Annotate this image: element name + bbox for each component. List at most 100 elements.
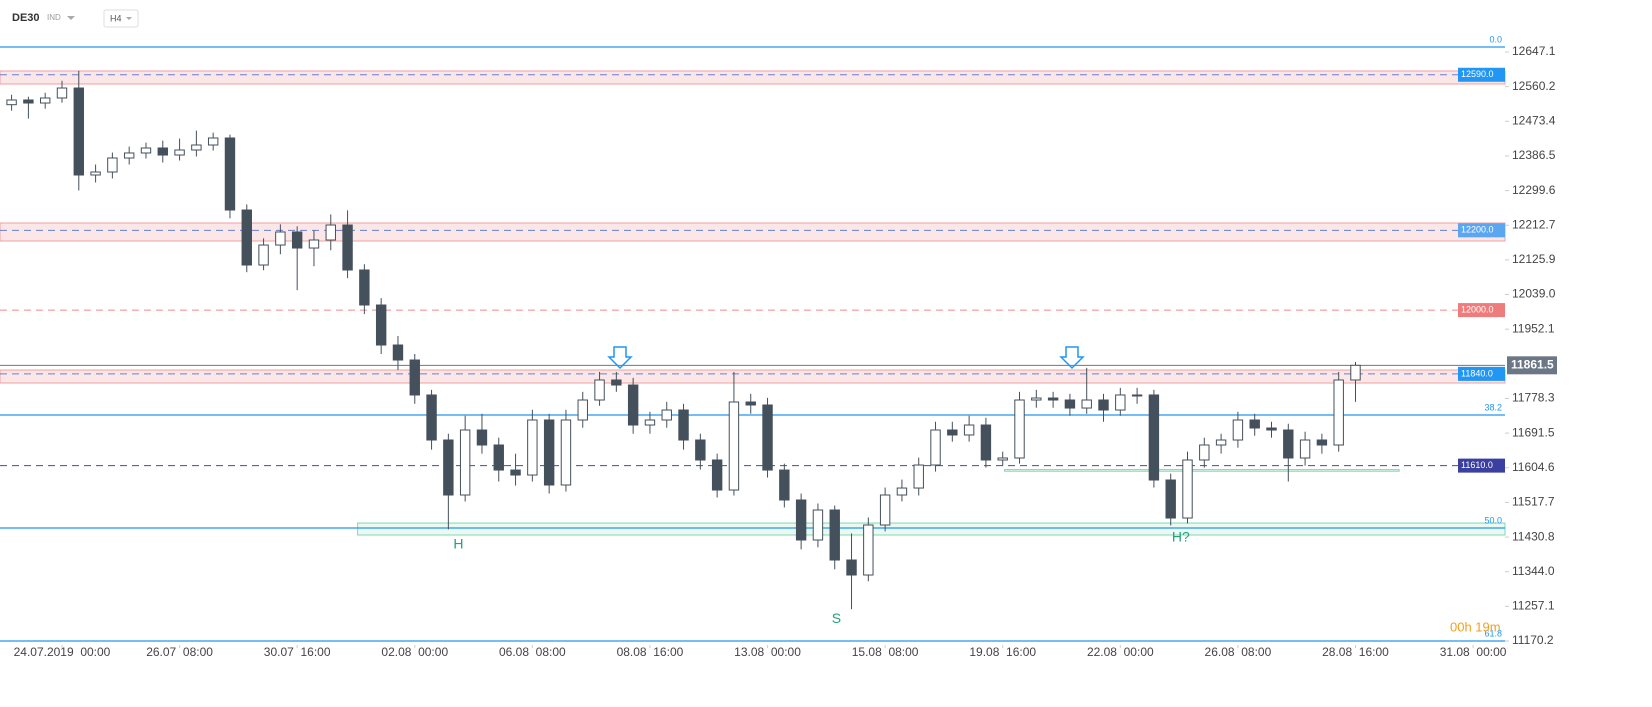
- candle-body: [627, 384, 639, 426]
- candle-body: [140, 147, 152, 154]
- candle-body: [846, 559, 857, 576]
- candle-body: [560, 419, 572, 486]
- candle-body: [39, 97, 51, 104]
- candle-body: [913, 464, 924, 489]
- candle-body: [1098, 399, 1109, 411]
- level-label-box: [1458, 303, 1505, 318]
- y-tick-label: 11170.2: [1512, 633, 1554, 647]
- x-tick-label: 26.08 08:00: [1205, 645, 1272, 659]
- current-price-box: [1507, 356, 1557, 375]
- candle-body: [695, 439, 706, 461]
- candle-body: [443, 439, 454, 496]
- timeframe[interactable]: H4: [110, 13, 122, 23]
- candle-body: [963, 424, 975, 436]
- x-tick-label: 13.08 00:00: [734, 645, 801, 659]
- candle-body: [493, 444, 504, 471]
- x-tick-label: 31.08 00:00: [1440, 645, 1507, 659]
- y-tick-label: 11430.8: [1512, 529, 1555, 543]
- fib-label: 50.0: [1484, 515, 1502, 525]
- candle-body: [291, 231, 303, 249]
- candle-body: [997, 457, 1008, 461]
- symbol[interactable]: DE30: [12, 12, 40, 24]
- candle-body: [1047, 397, 1059, 401]
- candle-body: [325, 224, 336, 241]
- candle-body: [1131, 394, 1143, 397]
- candle-body: [426, 394, 437, 441]
- y-tick-label: 12473.4: [1512, 113, 1556, 127]
- y-tick-label: 11517.7: [1512, 495, 1555, 509]
- y-tick-label: 11952.1: [1512, 321, 1555, 335]
- candle-body: [1249, 419, 1260, 429]
- candle-body: [107, 157, 118, 173]
- candle-body: [1215, 439, 1227, 446]
- level-label: 12200.0: [1461, 225, 1494, 235]
- candle-body: [829, 509, 840, 561]
- level-label-box: [1458, 458, 1505, 473]
- candle-body: [1031, 397, 1042, 401]
- fib-label: 61.8: [1484, 628, 1502, 638]
- candle-body: [1333, 379, 1344, 446]
- candle-body: [728, 401, 740, 491]
- dropdown-caret: [126, 17, 132, 20]
- candle-body: [711, 459, 723, 491]
- candle-body: [611, 379, 622, 386]
- candle-body: [510, 469, 521, 476]
- y-tick-label: 12560.2: [1512, 79, 1556, 93]
- candle-body: [359, 269, 370, 306]
- candle-body: [375, 304, 387, 346]
- candle-body: [1283, 429, 1294, 459]
- candle-body: [879, 494, 891, 526]
- candle-body: [795, 499, 807, 541]
- candle-body: [123, 152, 135, 159]
- candle-body: [73, 87, 84, 176]
- x-tick-label: 30.07 16:00: [264, 645, 331, 659]
- candle-body: [930, 429, 941, 466]
- candle-body: [191, 144, 202, 151]
- countdown-timer: 00h 19m: [1450, 619, 1501, 634]
- y-tick-label: 11778.3: [1512, 391, 1555, 405]
- candle-body: [1266, 427, 1277, 431]
- level-label-box: [1458, 366, 1505, 381]
- x-tick-label: 06.08 08:00: [499, 645, 566, 659]
- pattern-label: S: [832, 610, 841, 626]
- y-tick-label: 11691.5: [1512, 425, 1555, 439]
- fib-label: 38.2: [1484, 402, 1502, 412]
- candle-body: [6, 99, 17, 106]
- candle-body: [947, 429, 958, 436]
- resistance-zone: [0, 70, 1506, 85]
- dropdown-caret[interactable]: [67, 16, 75, 20]
- candle-body: [476, 429, 488, 446]
- candle-body: [543, 419, 555, 486]
- candle-body: [577, 399, 588, 421]
- level-label-box: [1458, 67, 1505, 82]
- candle-body: [157, 147, 168, 156]
- candle-body: [1299, 439, 1311, 459]
- x-tick-label: 26.07 08:00: [146, 645, 213, 659]
- candle-body: [745, 401, 756, 406]
- candle-body: [863, 524, 874, 576]
- level-label: 12000.0: [1461, 304, 1494, 314]
- pattern-label: H?: [1172, 529, 1190, 545]
- candle-body: [896, 487, 908, 496]
- x-tick-label: 15.08 08:00: [852, 645, 919, 659]
- candle-body: [174, 149, 185, 156]
- y-tick-label: 12647.1: [1512, 44, 1556, 58]
- candle-body: [527, 419, 538, 476]
- candle-body: [1232, 419, 1244, 441]
- candle-body: [779, 469, 790, 501]
- candle-body: [56, 87, 68, 99]
- symbol-type: IND: [47, 13, 61, 22]
- candle-body: [1014, 399, 1025, 459]
- candle-body: [308, 239, 320, 249]
- candle-body: [1064, 399, 1076, 409]
- candle-body: [459, 429, 471, 496]
- candle-body: [90, 171, 101, 176]
- current-price-label: 11861.5: [1511, 357, 1554, 371]
- y-tick-label: 12212.7: [1512, 217, 1556, 231]
- y-tick-label: 11604.6: [1512, 460, 1555, 474]
- candle-body: [275, 231, 286, 246]
- candle-body: [678, 409, 689, 441]
- x-tick-label: 08.08 16:00: [617, 645, 684, 659]
- timeframe-button[interactable]: [103, 9, 139, 28]
